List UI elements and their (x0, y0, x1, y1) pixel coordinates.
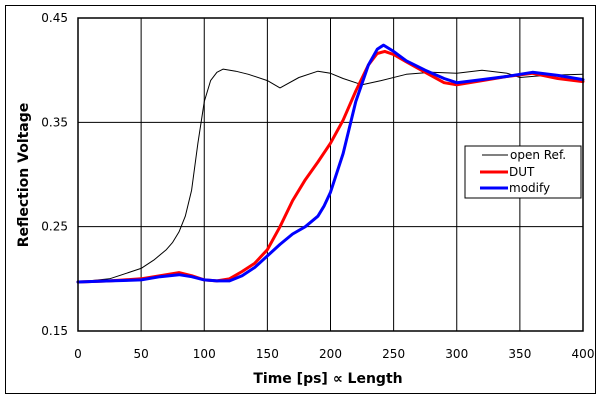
y-tick-label: 0.35 (41, 115, 68, 129)
series-line-modify (76, 43, 585, 284)
x-tick-label: 250 (382, 347, 405, 361)
legend-item-modify: modify (480, 181, 550, 195)
y-axis-ticks: 0.15 0.25 0.35 0.45 (41, 11, 68, 338)
legend-label-dut: DUT (509, 165, 535, 179)
y-axis-title: Reflection Voltage (16, 103, 32, 248)
series-line-open-ref (77, 68, 584, 283)
x-tick-label: 200 (319, 347, 342, 361)
y-tick-label: 0.45 (41, 11, 68, 25)
legend: open Ref. DUT modify (464, 145, 582, 199)
chart-frame (5, 5, 596, 394)
x-tick-label: 150 (256, 347, 279, 361)
x-tick-label: 400 (572, 347, 595, 361)
x-axis-title: Time [ps] ∝ Length (253, 371, 402, 387)
x-tick-label: 350 (508, 347, 531, 361)
x-tick-label: 100 (193, 347, 216, 361)
y-tick-label: 0.25 (41, 220, 68, 234)
y-tick-label: 0.15 (41, 324, 68, 338)
series-layer (76, 43, 585, 284)
x-axis-ticks: 0 50 100 150 200 250 300 350 400 (74, 347, 594, 361)
x-tick-label: 0 (74, 347, 82, 361)
legend-item-dut: DUT (480, 165, 535, 179)
legend-item-open-ref: open Ref. (482, 148, 566, 162)
legend-label-modify: modify (509, 181, 550, 195)
x-tick-label: 50 (133, 347, 148, 361)
plot-area-border (77, 17, 584, 332)
x-tick-label: 300 (445, 347, 468, 361)
legend-label-open-ref: open Ref. (510, 148, 566, 162)
